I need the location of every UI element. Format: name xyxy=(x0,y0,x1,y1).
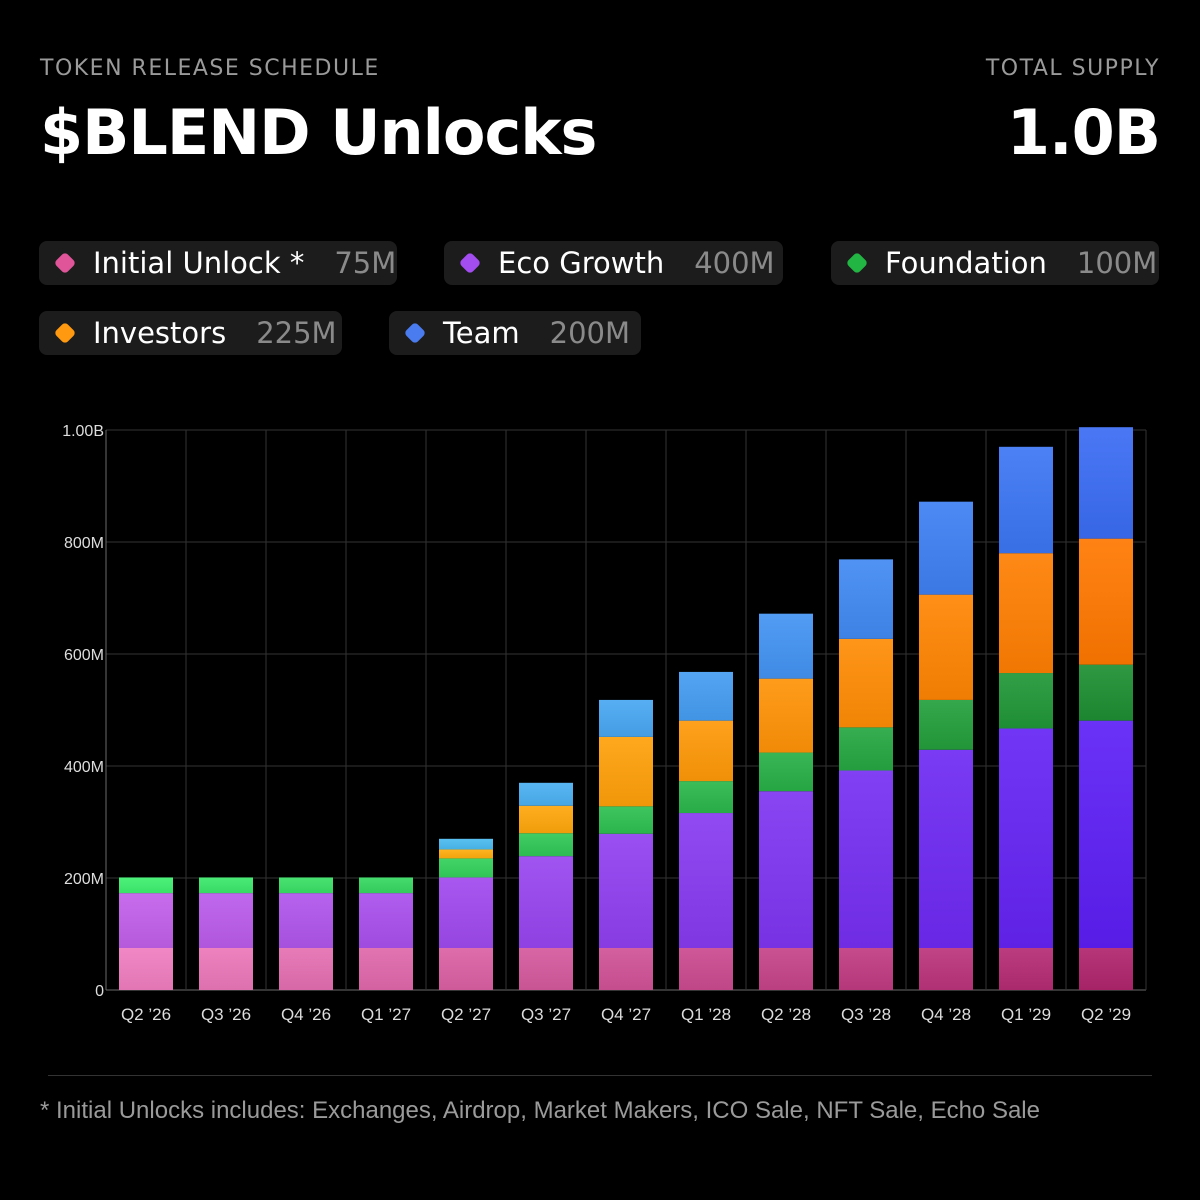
bar-segment-initial-unlock xyxy=(439,948,493,990)
bar-segment-team xyxy=(1079,427,1133,539)
legend-value: 75M xyxy=(334,246,397,280)
bar-segment-initial-unlock xyxy=(599,948,653,990)
bar-segment-team xyxy=(519,782,573,806)
bar-segment-eco-growth xyxy=(839,770,893,948)
bar-segment-foundation xyxy=(679,781,733,814)
bar-segment-initial-unlock xyxy=(999,948,1053,990)
stacked-bar-chart: 0 200M 400M 600M 800M 1.00B Q2 ’26 Q3 ’26 Q4 ’26… xyxy=(62,423,1147,1024)
y-tick-label: 600M xyxy=(64,647,104,664)
bar-segment-foundation xyxy=(999,673,1053,729)
bar-segment-eco-growth xyxy=(759,791,813,948)
legend-item-foundation: Foundation 100M xyxy=(831,241,1159,285)
legend-item-initial-unlock: Initial Unlock * 75M xyxy=(39,241,397,285)
bar-segment-initial-unlock xyxy=(359,948,413,990)
bar-segment-investors xyxy=(519,805,573,834)
bar-segment-foundation xyxy=(119,877,173,894)
bar-segment-investors xyxy=(679,720,733,782)
bar-segment-foundation xyxy=(199,877,253,894)
bar-segment-foundation xyxy=(519,833,573,857)
y-tick-label: 1.00B xyxy=(62,423,104,440)
x-tick-label: Q4 ’27 xyxy=(601,1005,651,1024)
x-tick-label: Q2 ’29 xyxy=(1081,1005,1131,1024)
legend-label: Investors xyxy=(93,316,227,350)
bar-segment-investors xyxy=(439,849,493,859)
eyebrow-total-supply: TOTAL SUPPLY xyxy=(985,56,1160,81)
x-tick-label: Q3 ’26 xyxy=(201,1005,251,1024)
legend-value: 100M xyxy=(1076,246,1158,280)
bar-segment-eco-growth xyxy=(1079,720,1133,948)
page-title: $BLEND Unlocks xyxy=(40,96,597,169)
x-tick-label: Q2 ’26 xyxy=(121,1005,171,1024)
legend-label: Foundation xyxy=(885,246,1047,280)
x-tick-label: Q4 ’28 xyxy=(921,1005,971,1024)
eyebrow-token-release-schedule: TOKEN RELEASE SCHEDULE xyxy=(40,56,380,81)
legend-item-eco-growth: Eco Growth 400M xyxy=(444,241,783,285)
bar-segment-eco-growth xyxy=(919,749,973,948)
y-tick-label: 200M xyxy=(64,871,104,888)
bar-segment-foundation xyxy=(439,858,493,878)
footnote: * Initial Unlocks includes: Exchanges, A… xyxy=(40,1097,1040,1124)
bar-segment-team xyxy=(679,671,733,721)
bar-segment-team xyxy=(839,559,893,639)
bar-segment-eco-growth xyxy=(279,893,333,948)
legend-value: 225M xyxy=(256,316,337,350)
x-tick-label: Q1 ’28 xyxy=(681,1005,731,1024)
total-supply-value: 1.0B xyxy=(1006,96,1161,169)
bar-segment-foundation xyxy=(919,699,973,750)
x-tick-label: Q4 ’26 xyxy=(281,1005,331,1024)
bar-segment-foundation xyxy=(759,752,813,792)
bar-segment-team xyxy=(759,613,813,679)
bar-segment-initial-unlock xyxy=(119,948,173,990)
bar-segment-eco-growth xyxy=(519,856,573,948)
x-tick-label: Q1 ’29 xyxy=(1001,1005,1051,1024)
bar-segment-eco-growth xyxy=(999,728,1053,948)
bar-segment-initial-unlock xyxy=(519,948,573,990)
y-tick-label: 800M xyxy=(64,535,104,552)
bar-segment-investors xyxy=(759,678,813,753)
bar-segment-initial-unlock xyxy=(679,948,733,990)
x-tick-label: Q1 ’27 xyxy=(361,1005,411,1024)
x-tick-label: Q3 ’28 xyxy=(841,1005,891,1024)
bar-segment-initial-unlock xyxy=(199,948,253,990)
legend-item-team: Team 200M xyxy=(389,311,641,355)
bar-segment-eco-growth xyxy=(679,813,733,948)
legend-label: Initial Unlock * xyxy=(93,246,305,280)
bar-segment-initial-unlock xyxy=(839,948,893,990)
bar-segment-investors xyxy=(1079,538,1133,665)
bar-segment-initial-unlock xyxy=(759,948,813,990)
bar-segment-foundation xyxy=(599,806,653,834)
y-tick-label: 0 xyxy=(95,983,104,1000)
legend-value: 200M xyxy=(549,316,631,350)
bar-segment-eco-growth xyxy=(439,877,493,948)
bar-segment-team xyxy=(599,699,653,737)
bar-segment-foundation xyxy=(279,877,333,894)
bar-segment-initial-unlock xyxy=(1079,948,1133,990)
bar-segment-eco-growth xyxy=(119,893,173,948)
legend-item-investors: Investors 225M xyxy=(39,311,342,355)
bar-segment-initial-unlock xyxy=(279,948,333,990)
y-tick-label: 400M xyxy=(64,759,104,776)
bar-segment-foundation xyxy=(1079,664,1133,721)
x-tick-label: Q2 ’27 xyxy=(441,1005,491,1024)
footer-divider xyxy=(48,1075,1152,1076)
legend-value: 400M xyxy=(694,246,775,280)
x-tick-label: Q3 ’27 xyxy=(521,1005,571,1024)
bar-segment-eco-growth xyxy=(599,833,653,948)
legend-label: Eco Growth xyxy=(498,246,665,280)
bar-segment-initial-unlock xyxy=(919,948,973,990)
bar-segment-team xyxy=(919,501,973,595)
bar-segment-eco-growth xyxy=(199,893,253,948)
bar-segment-foundation xyxy=(839,727,893,771)
bar-segment-investors xyxy=(599,736,653,807)
bar-segment-team xyxy=(439,838,493,850)
bar-segment-investors xyxy=(999,553,1053,674)
bar-segment-foundation xyxy=(359,877,413,894)
legend-label: Team xyxy=(443,316,520,350)
bar-segment-eco-growth xyxy=(359,893,413,948)
x-tick-label: Q2 ’28 xyxy=(761,1005,811,1024)
bar-segment-investors xyxy=(839,638,893,728)
bar-segment-team xyxy=(999,446,1053,554)
bar-segment-investors xyxy=(919,594,973,700)
